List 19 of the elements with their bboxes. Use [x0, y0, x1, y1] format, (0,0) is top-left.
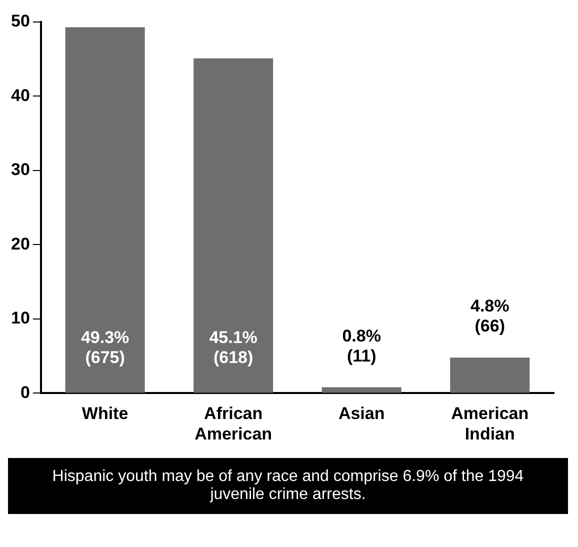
x-tick-label: White [82, 404, 128, 424]
y-tick-label: 0 [20, 382, 30, 402]
x-tick-label: African American [194, 404, 272, 444]
bar [450, 358, 530, 393]
y-tick-label: 30 [10, 160, 30, 180]
y-tick-label: 50 [10, 12, 30, 31]
data-label: 0.8% (11) [342, 326, 381, 366]
bar [65, 27, 145, 393]
data-label: 45.1% (618) [209, 328, 258, 368]
y-tick-label: 40 [10, 86, 30, 105]
data-label: 4.8% (66) [470, 296, 510, 336]
x-tick-label: American Indian [451, 404, 529, 444]
bar [322, 387, 402, 393]
data-label: 49.3% (675) [80, 328, 130, 368]
y-tick-label: 20 [10, 234, 30, 254]
x-tick-label: Asian [338, 404, 385, 424]
y-tick-label: 10 [10, 308, 30, 328]
bar [194, 58, 274, 393]
text: Hispanic youth may be of any race and comprise 6.9% of the 1994 juvenile crime arrests. [8, 458, 568, 514]
